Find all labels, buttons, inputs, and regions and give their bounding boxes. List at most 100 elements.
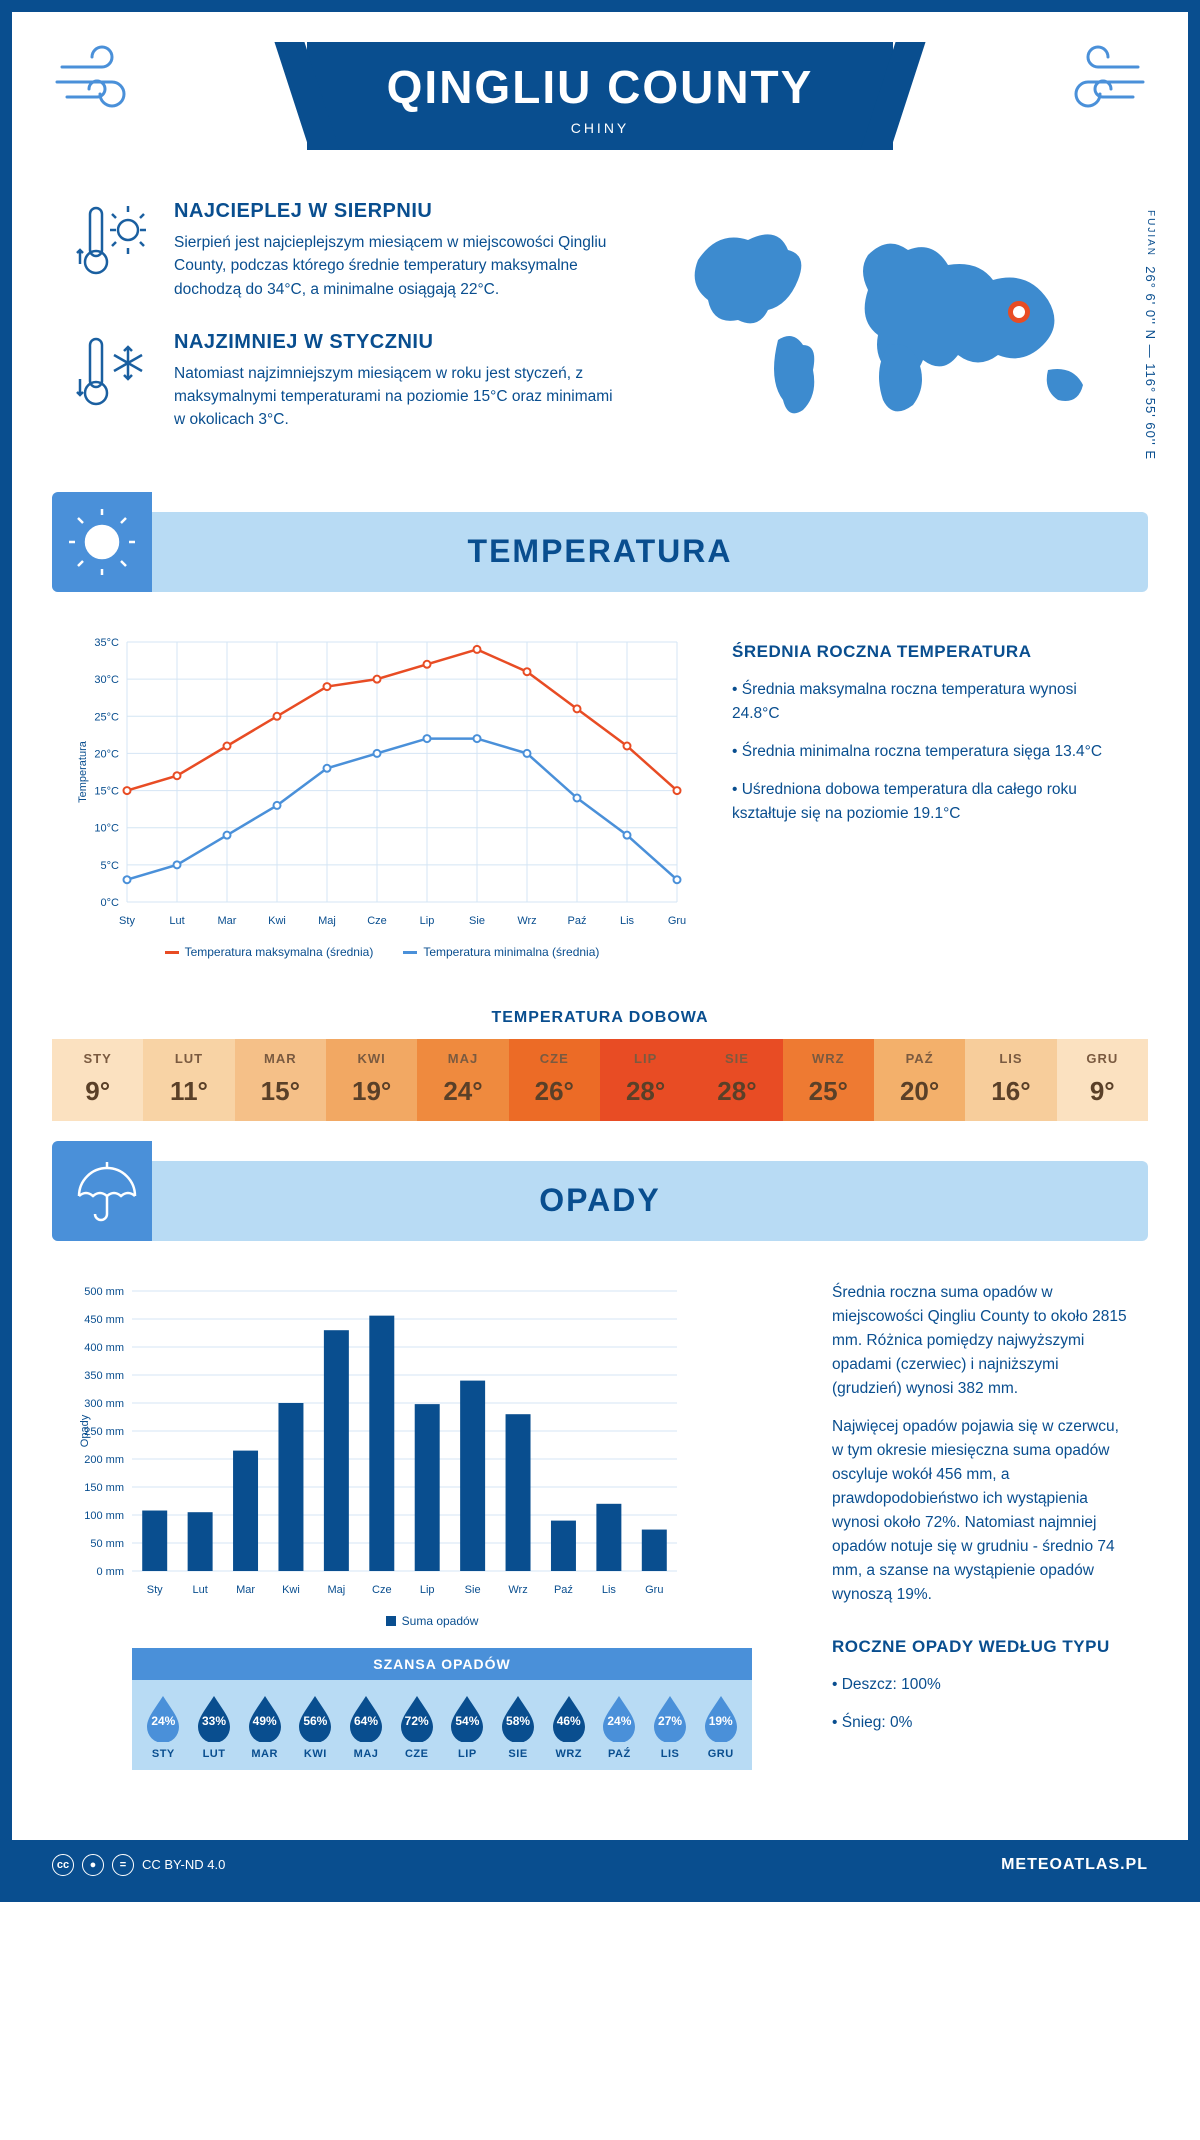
svg-text:Cze: Cze bbox=[372, 1584, 392, 1596]
svg-text:Lis: Lis bbox=[620, 915, 635, 927]
svg-text:0°C: 0°C bbox=[101, 897, 120, 909]
fact-title: NAJCIEPLEJ W SIERPNIU bbox=[174, 200, 628, 223]
svg-text:Mar: Mar bbox=[236, 1584, 255, 1596]
fact-text: Sierpień jest najcieplejszym miesiącem w… bbox=[174, 231, 628, 301]
daily-cell: CZE26° bbox=[509, 1039, 600, 1121]
svg-text:Sie: Sie bbox=[465, 1584, 481, 1596]
cc-icon: cc bbox=[52, 1854, 74, 1876]
precipitation-row: 0 mm50 mm100 mm150 mm200 mm250 mm300 mm3… bbox=[12, 1271, 1188, 1800]
svg-text:0 mm: 0 mm bbox=[97, 1566, 125, 1578]
svg-text:Gru: Gru bbox=[645, 1584, 663, 1596]
summary-bullet: • Średnia minimalna roczna temperatura s… bbox=[732, 740, 1128, 764]
header: QINGLIU COUNTY CHINY bbox=[12, 12, 1188, 170]
svg-text:30°C: 30°C bbox=[94, 674, 119, 686]
daily-cell: MAJ24° bbox=[417, 1039, 508, 1121]
summary-title: ŚREDNIA ROCZNA TEMPERATURA bbox=[732, 642, 1128, 662]
chance-cell: 54%LIP bbox=[442, 1694, 493, 1760]
umbrella-icon bbox=[52, 1141, 152, 1241]
raindrop-icon: 58% bbox=[499, 1694, 537, 1742]
daily-cell: STY9° bbox=[52, 1039, 143, 1121]
summary-bullet: • Deszcz: 100% bbox=[832, 1673, 1128, 1697]
daily-temp-title: TEMPERATURA DOBOWA bbox=[12, 1009, 1188, 1027]
page-title: QINGLIU COUNTY bbox=[387, 60, 814, 114]
section-temperature: TEMPERATURA bbox=[52, 512, 1148, 592]
temperature-line-chart: 0°C5°C10°C15°C20°C25°C30°C35°CStyLutMarK… bbox=[72, 632, 692, 959]
thermometer-cold-icon bbox=[72, 331, 152, 432]
svg-text:Sie: Sie bbox=[469, 915, 485, 927]
chance-cell: 58%SIE bbox=[493, 1694, 544, 1760]
section-title: TEMPERATURA bbox=[152, 533, 1148, 570]
fact-text: Natomiast najzimniejszym miesiącem w rok… bbox=[174, 362, 628, 432]
raindrop-icon: 24% bbox=[600, 1694, 638, 1742]
chance-cell: 24%PAŹ bbox=[594, 1694, 645, 1760]
summary-text: Najwięcej opadów pojawia się w czerwcu, … bbox=[832, 1415, 1128, 1607]
raindrop-icon: 46% bbox=[550, 1694, 588, 1742]
svg-text:5°C: 5°C bbox=[101, 859, 120, 871]
daily-cell: PAŹ20° bbox=[874, 1039, 965, 1121]
chance-title: SZANSA OPADÓW bbox=[132, 1648, 752, 1680]
svg-text:150 mm: 150 mm bbox=[84, 1482, 124, 1494]
chance-cell: 56%KWI bbox=[290, 1694, 341, 1760]
daily-cell: GRU9° bbox=[1057, 1039, 1148, 1121]
summary-text: Średnia roczna suma opadów w miejscowośc… bbox=[832, 1281, 1128, 1401]
sun-icon bbox=[52, 492, 152, 592]
svg-text:400 mm: 400 mm bbox=[84, 1342, 124, 1354]
svg-text:Cze: Cze bbox=[367, 915, 387, 927]
raindrop-icon: 49% bbox=[246, 1694, 284, 1742]
license-text: CC BY-ND 4.0 bbox=[142, 1857, 225, 1872]
license: cc ● = CC BY-ND 4.0 bbox=[52, 1854, 225, 1876]
svg-text:450 mm: 450 mm bbox=[84, 1314, 124, 1326]
summary-title: ROCZNE OPADY WEDŁUG TYPU bbox=[832, 1637, 1128, 1657]
raindrop-icon: 56% bbox=[296, 1694, 334, 1742]
daily-cell: LUT11° bbox=[143, 1039, 234, 1121]
section-title: OPADY bbox=[152, 1182, 1148, 1219]
chance-cell: 24%STY bbox=[138, 1694, 189, 1760]
summary-bullet: • Średnia maksymalna roczna temperatura … bbox=[732, 678, 1128, 726]
fact-coldest: NAJZIMNIEJ W STYCZNIU Natomiast najzimni… bbox=[72, 331, 628, 432]
chance-cell: 49%MAR bbox=[239, 1694, 290, 1760]
svg-text:Lip: Lip bbox=[420, 915, 435, 927]
svg-text:Kwi: Kwi bbox=[268, 915, 286, 927]
chance-cell: 33%LUT bbox=[189, 1694, 240, 1760]
chance-cell: 64%MAJ bbox=[341, 1694, 392, 1760]
temperature-row: 0°C5°C10°C15°C20°C25°C30°C35°CStyLutMarK… bbox=[12, 622, 1188, 989]
svg-text:Sty: Sty bbox=[147, 1584, 163, 1596]
wind-icon bbox=[1058, 42, 1148, 126]
svg-text:20°C: 20°C bbox=[94, 748, 119, 760]
rain-legend: Suma opadów bbox=[72, 1614, 792, 1628]
section-precipitation: OPADY bbox=[52, 1161, 1148, 1241]
raindrop-icon: 72% bbox=[398, 1694, 436, 1742]
svg-text:Temperatura: Temperatura bbox=[77, 740, 89, 803]
svg-text:500 mm: 500 mm bbox=[84, 1286, 124, 1298]
svg-text:10°C: 10°C bbox=[94, 822, 119, 834]
svg-text:Lis: Lis bbox=[602, 1584, 617, 1596]
daily-cell: SIE28° bbox=[691, 1039, 782, 1121]
svg-text:15°C: 15°C bbox=[94, 785, 119, 797]
raindrop-icon: 64% bbox=[347, 1694, 385, 1742]
daily-cell: LIP28° bbox=[600, 1039, 691, 1121]
raindrop-icon: 24% bbox=[144, 1694, 182, 1742]
svg-text:Lip: Lip bbox=[420, 1584, 435, 1596]
precipitation-bar-chart: 0 mm50 mm100 mm150 mm200 mm250 mm300 mm3… bbox=[72, 1281, 792, 1770]
chance-cell: 46%WRZ bbox=[543, 1694, 594, 1760]
raindrop-icon: 19% bbox=[702, 1694, 740, 1742]
daily-cell: MAR15° bbox=[235, 1039, 326, 1121]
summary-bullet: • Śnieg: 0% bbox=[832, 1711, 1128, 1735]
svg-text:Maj: Maj bbox=[318, 915, 336, 927]
chance-cell: 27%LIS bbox=[645, 1694, 696, 1760]
svg-text:200 mm: 200 mm bbox=[84, 1454, 124, 1466]
wind-icon bbox=[52, 42, 142, 126]
raindrop-icon: 33% bbox=[195, 1694, 233, 1742]
svg-text:Lut: Lut bbox=[169, 915, 184, 927]
rain-chance-block: SZANSA OPADÓW 24%STY 33%LUT 49%MAR 56%KW… bbox=[132, 1648, 752, 1770]
chance-cell: 19%GRU bbox=[695, 1694, 746, 1760]
svg-text:Mar: Mar bbox=[218, 915, 237, 927]
site-name: METEOATLAS.PL bbox=[1001, 1856, 1148, 1874]
svg-text:25°C: 25°C bbox=[94, 711, 119, 723]
svg-text:Paź: Paź bbox=[554, 1584, 573, 1596]
svg-text:Sty: Sty bbox=[119, 915, 135, 927]
svg-text:50 mm: 50 mm bbox=[90, 1538, 124, 1550]
footer: cc ● = CC BY-ND 4.0 METEOATLAS.PL bbox=[12, 1840, 1188, 1890]
raindrop-icon: 27% bbox=[651, 1694, 689, 1742]
svg-text:Wrz: Wrz bbox=[508, 1584, 527, 1596]
